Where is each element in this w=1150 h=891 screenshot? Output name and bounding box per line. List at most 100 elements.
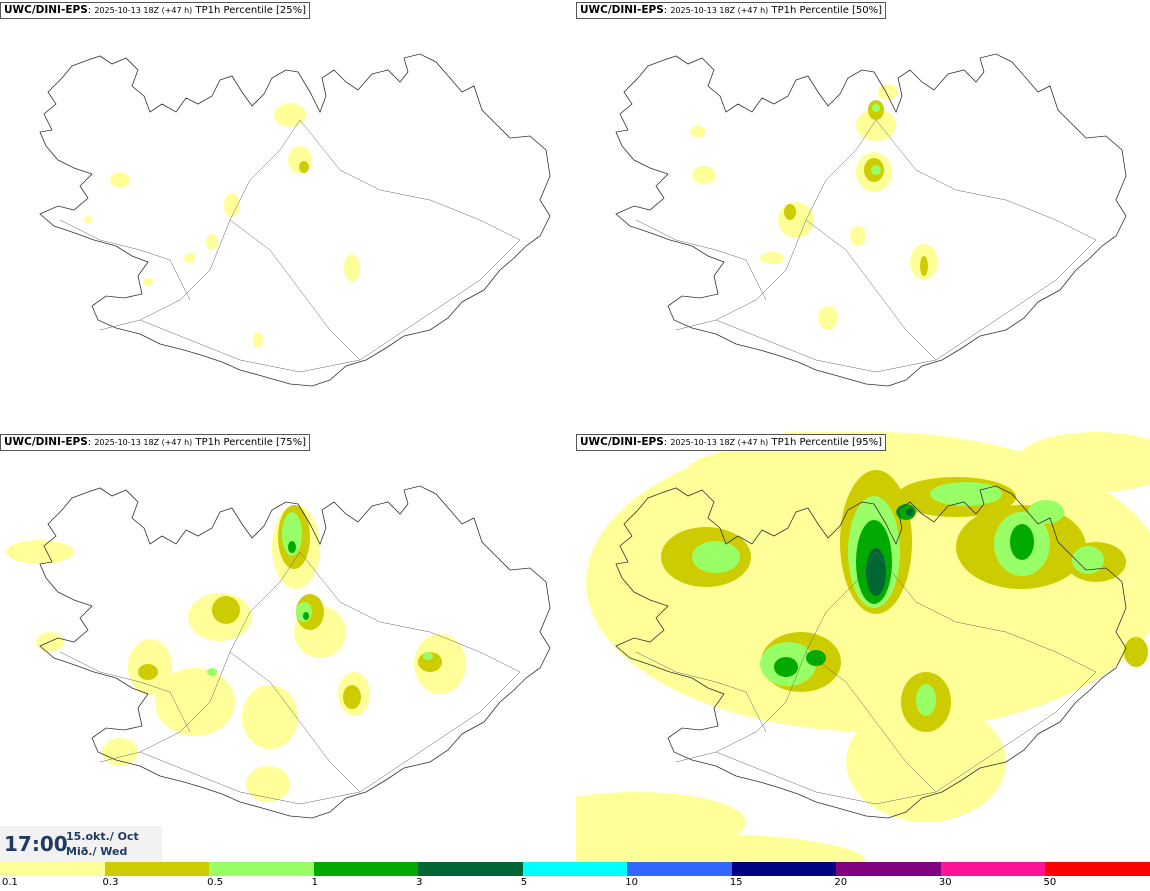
road-line bbox=[635, 219, 767, 301]
precip-area bbox=[110, 172, 130, 188]
legend-swatch bbox=[104, 862, 211, 876]
model-source: UWC/DINI-EPS bbox=[580, 4, 664, 16]
precip-area bbox=[184, 253, 196, 263]
precip-area bbox=[206, 234, 218, 250]
road-line bbox=[715, 671, 1097, 805]
road-line bbox=[635, 651, 767, 733]
precip-area bbox=[423, 652, 433, 660]
precip-area bbox=[692, 166, 716, 184]
road-line bbox=[139, 671, 521, 805]
road-line bbox=[229, 219, 361, 361]
valid-date: 15.okt./ Oct bbox=[66, 830, 139, 843]
field-name: TP1h Percentile [25%] bbox=[195, 5, 307, 16]
precip-area bbox=[242, 685, 298, 749]
model-source: UWC/DINI-EPS bbox=[4, 4, 88, 16]
precip-area bbox=[1010, 524, 1034, 560]
precip-area bbox=[692, 541, 740, 573]
iceland-map bbox=[39, 53, 551, 387]
precip-area bbox=[253, 332, 263, 348]
field-name: TP1h Percentile [95%] bbox=[771, 437, 883, 448]
legend-swatch bbox=[0, 862, 106, 876]
precip-area bbox=[224, 193, 240, 217]
precip-area bbox=[846, 702, 1006, 822]
precip-area bbox=[1028, 500, 1064, 524]
coastline bbox=[39, 485, 551, 819]
field-name: TP1h Percentile [50%] bbox=[771, 5, 883, 16]
precip-area bbox=[282, 512, 302, 556]
legend-label: 20 bbox=[834, 877, 848, 888]
precip-area bbox=[344, 254, 360, 282]
precip-area bbox=[155, 668, 235, 736]
legend-label: 15 bbox=[729, 877, 743, 888]
precip-area bbox=[207, 668, 217, 676]
road-line bbox=[875, 119, 1097, 241]
iceland-map bbox=[6, 485, 551, 819]
run-time: 2025-10-13 18Z (+47 h) bbox=[94, 6, 193, 15]
precip-area bbox=[84, 216, 92, 224]
precip-area bbox=[774, 657, 798, 677]
road-line bbox=[59, 651, 191, 733]
iceland-map bbox=[576, 432, 1150, 862]
legend-swatch bbox=[1045, 862, 1150, 876]
legend-swatch bbox=[313, 862, 420, 876]
legend-swatch bbox=[627, 862, 733, 876]
model-source: UWC/DINI-EPS bbox=[4, 436, 88, 448]
road-line bbox=[299, 551, 521, 673]
legend-label: 0.5 bbox=[207, 877, 223, 888]
panel-title: UWC/DINI-EPS: 2025-10-13 18Z (+47 h) TP1… bbox=[576, 434, 887, 451]
legend-label: 1 bbox=[311, 877, 318, 888]
run-time: 2025-10-13 18Z (+47 h) bbox=[670, 438, 769, 447]
precip-area bbox=[850, 226, 866, 246]
precip-area bbox=[299, 161, 309, 173]
panel-title: UWC/DINI-EPS: 2025-10-13 18Z (+47 h) TP1… bbox=[0, 434, 311, 451]
legend-label: 3 bbox=[416, 877, 423, 888]
coastline bbox=[615, 485, 1127, 819]
coastline bbox=[39, 53, 551, 387]
road-line bbox=[675, 119, 877, 331]
valid-time: 17:00 bbox=[4, 832, 68, 856]
legend-label: 50 bbox=[1043, 877, 1057, 888]
road-line bbox=[675, 551, 877, 763]
precip-area bbox=[212, 596, 240, 624]
precip-area bbox=[916, 684, 936, 716]
map-panel-p95: UWC/DINI-EPS: 2025-10-13 18Z (+47 h) TP1… bbox=[576, 432, 1150, 862]
precip-area bbox=[138, 664, 158, 680]
legend-label: 5 bbox=[520, 877, 528, 888]
color-legend: 0.1 0.3 0.5 1 3 5 10 15 20 30 50 bbox=[0, 862, 1150, 891]
precip-area bbox=[343, 685, 361, 709]
precip-area bbox=[920, 256, 928, 276]
legend-label: 30 bbox=[938, 877, 952, 888]
precip-area bbox=[930, 482, 1002, 506]
legend-swatch bbox=[418, 862, 524, 876]
road-line bbox=[299, 119, 521, 241]
road-line bbox=[99, 119, 301, 331]
precip-area bbox=[36, 632, 64, 652]
precip-area bbox=[288, 541, 296, 553]
road-line bbox=[139, 239, 521, 373]
legend-label: 0.1 bbox=[2, 877, 18, 888]
run-time: 2025-10-13 18Z (+47 h) bbox=[94, 438, 193, 447]
field-name: TP1h Percentile [75%] bbox=[195, 437, 307, 448]
precip-area bbox=[818, 306, 838, 330]
precip-area bbox=[871, 165, 881, 175]
precip-area bbox=[906, 508, 914, 516]
map-panel-p25: UWC/DINI-EPS: 2025-10-13 18Z (+47 h) TP1… bbox=[0, 0, 574, 430]
road-line bbox=[805, 219, 937, 361]
precip-area bbox=[1124, 637, 1148, 667]
precip-area bbox=[878, 84, 898, 100]
precip-area bbox=[246, 766, 290, 802]
road-line bbox=[875, 551, 1097, 673]
precip-area bbox=[1016, 432, 1150, 492]
precip-area bbox=[303, 612, 309, 620]
coastline bbox=[615, 53, 1127, 387]
precip-area bbox=[784, 204, 796, 220]
precip-area bbox=[856, 109, 896, 141]
precip-area bbox=[866, 548, 886, 596]
precip-area bbox=[102, 738, 138, 766]
precip-area bbox=[806, 650, 826, 666]
map-panel-p50: UWC/DINI-EPS: 2025-10-13 18Z (+47 h) TP1… bbox=[576, 0, 1150, 430]
precip-area bbox=[274, 103, 306, 127]
legend-swatch bbox=[522, 862, 629, 876]
legend-swatch bbox=[209, 862, 315, 876]
road-line bbox=[229, 651, 361, 793]
